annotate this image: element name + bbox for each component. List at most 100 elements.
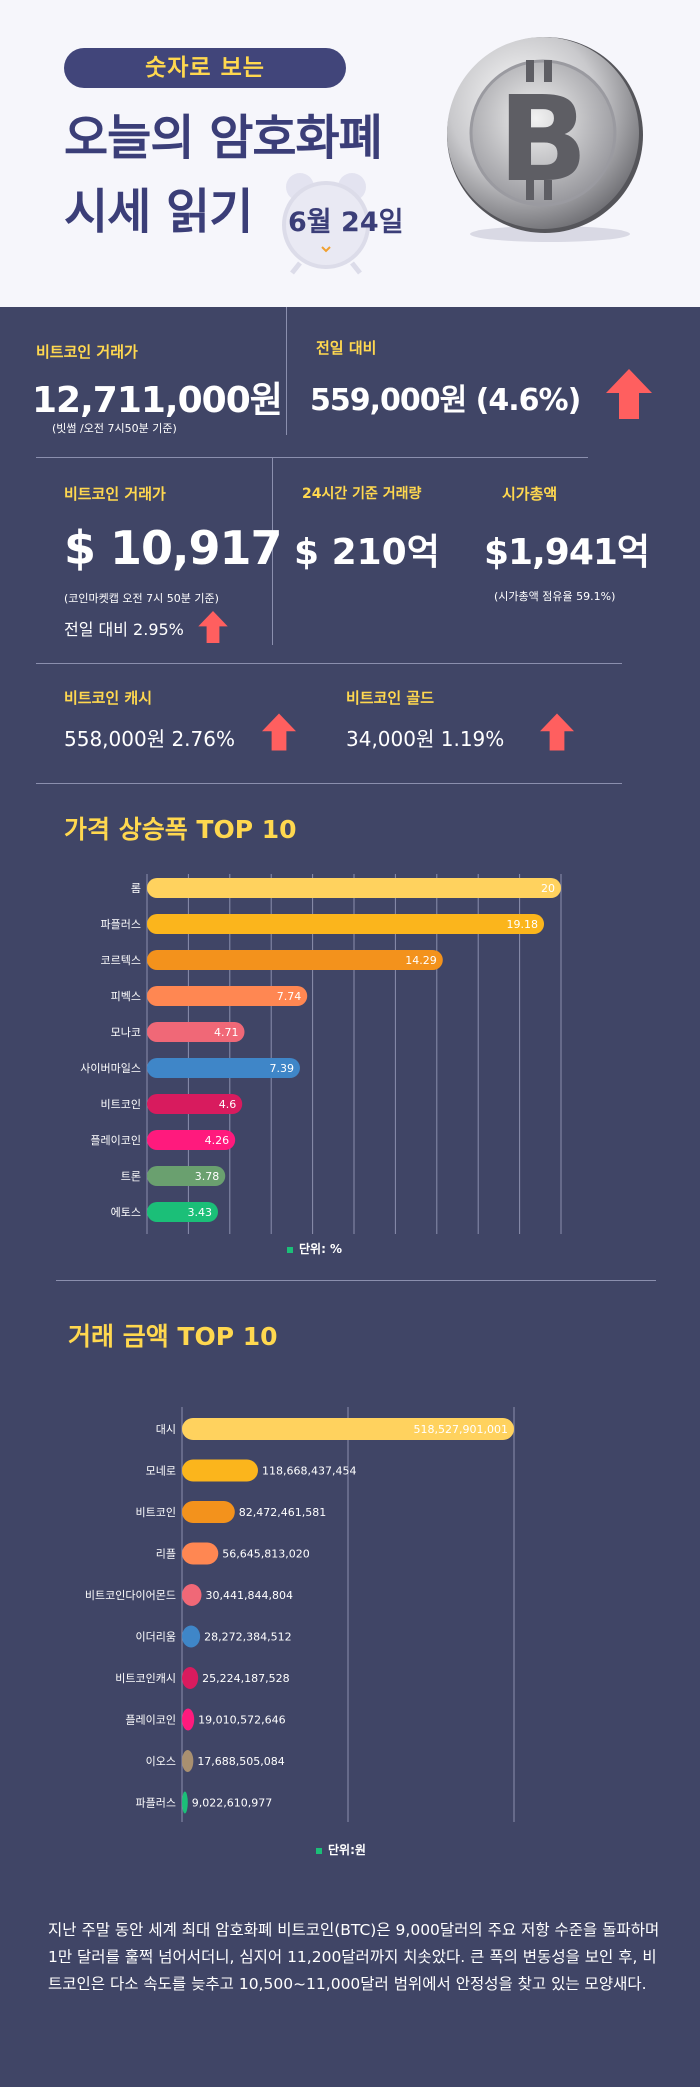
value-label: 7.74 xyxy=(277,990,302,1003)
value-label: 3.43 xyxy=(188,1206,213,1219)
value-label: 17,688,505,084 xyxy=(197,1755,284,1768)
chart-price-rise: 롬 20 파플러스 19.18 코르텍스 14.29 피벡스 7.74 모나코 4.71 사이버마일… xyxy=(80,874,562,1234)
btg-value: 34,000원 1.19% xyxy=(346,727,505,751)
up-arrow-icon xyxy=(606,369,652,419)
volume-value: $ 210억 xyxy=(294,532,440,573)
category-label: 사이버마일스 xyxy=(80,1061,141,1075)
value-label: 118,668,437,454 xyxy=(262,1465,356,1478)
value-label: 25,224,187,528 xyxy=(202,1672,289,1685)
usd-price-note: (코인마켓캡 오전 7시 50분 기준) xyxy=(64,592,219,605)
up-arrow-icon xyxy=(198,611,228,643)
prev-day-label: 전일 대비 xyxy=(316,339,377,357)
bar xyxy=(182,1501,235,1523)
bar xyxy=(182,1584,202,1606)
category-label: 비트코인다이어몬드 xyxy=(85,1589,176,1602)
value-label: 20 xyxy=(541,882,555,895)
btg-label: 비트코인 골드 xyxy=(346,689,435,707)
bar xyxy=(182,1542,219,1565)
value-label: 4.71 xyxy=(214,1026,239,1039)
chart1-title: 가격 상승폭 TOP 10 xyxy=(64,815,297,844)
value-label: 19.18 xyxy=(507,918,539,931)
bar xyxy=(147,1166,226,1186)
bar xyxy=(147,914,545,934)
usd-price-label: 비트코인 거래가 xyxy=(64,485,166,503)
value-label: 518,527,901,001 xyxy=(414,1423,508,1436)
bar xyxy=(182,1791,188,1814)
market-cap-value: $1,941억 xyxy=(484,532,650,573)
category-label: 이더리움 xyxy=(136,1631,176,1644)
category-label: 이오스 xyxy=(146,1755,176,1768)
category-label: 비트코인캐시 xyxy=(115,1672,176,1685)
bitcoin-coin-icon: B xyxy=(447,37,643,242)
market-cap-label: 시가총액 xyxy=(502,485,558,503)
bar xyxy=(182,1708,195,1731)
chart2-legend: 단위:원 xyxy=(316,1841,366,1858)
category-label: 모네로 xyxy=(146,1465,176,1478)
legend-square-icon xyxy=(287,1246,293,1253)
krw-price-label: 비트코인 거래가 xyxy=(36,343,138,361)
category-label: 파플러스 xyxy=(101,918,141,931)
description-text: 지난 주말 동안 세계 최대 암호화폐 비트코인(BTC)은 9,000달러의 … xyxy=(48,1921,660,1993)
svg-text:B: B xyxy=(498,70,588,208)
market-cap-note: (시가총액 점유율 59.1%) xyxy=(494,590,616,603)
chart1-legend: 단위: % xyxy=(287,1240,342,1257)
up-arrow-icon xyxy=(262,713,296,751)
up-arrow-icon xyxy=(540,713,574,751)
value-label: 4.26 xyxy=(205,1134,230,1147)
bar xyxy=(182,1625,201,1648)
bar xyxy=(147,1094,243,1114)
krw-price-note: (빗썸 /오전 7시50분 기준) xyxy=(52,422,177,435)
category-label: 트론 xyxy=(121,1170,141,1183)
page-title-line1: 오늘의 암호화폐 xyxy=(64,110,383,166)
prev-day-value: 559,000원 (4.6%) xyxy=(310,383,581,418)
hero-header: 숫자로 보는 오늘의 암호화폐 시세 읽기 6월 24일 B xyxy=(0,0,700,307)
bar xyxy=(147,1130,236,1150)
category-label: 파플러스 xyxy=(136,1797,176,1810)
value-label: 14.29 xyxy=(405,954,437,967)
category-label: 대시 xyxy=(156,1423,176,1436)
bar xyxy=(182,1459,258,1482)
bch-value: 558,000원 2.76% xyxy=(64,727,235,751)
value-label: 7.39 xyxy=(269,1062,294,1075)
chart2-title: 거래 금액 TOP 10 xyxy=(68,1322,278,1351)
legend-square-icon xyxy=(316,1847,322,1854)
value-label: 30,441,844,804 xyxy=(205,1589,292,1602)
bar xyxy=(147,950,443,970)
category-label: 모나코 xyxy=(111,1026,141,1039)
value-label: 9,022,610,977 xyxy=(192,1797,272,1810)
category-label: 코르텍스 xyxy=(101,954,141,967)
bar xyxy=(182,1667,199,1689)
value-label: 3.78 xyxy=(195,1170,220,1183)
page-title-line2: 시세 읽기 xyxy=(64,184,253,240)
bar xyxy=(147,1058,300,1078)
bar xyxy=(182,1418,514,1440)
krw-price-value: 12,711,000원 xyxy=(32,380,283,421)
bar xyxy=(147,1022,245,1042)
value-label: 19,010,572,646 xyxy=(198,1714,285,1727)
value-label: 82,472,461,581 xyxy=(239,1506,326,1519)
stats-panel: 비트코인 거래가 12,711,000원 (빗썸 /오전 7시50분 기준) 전… xyxy=(0,307,700,2087)
subtitle-pill: 숫자로 보는 xyxy=(64,48,346,88)
category-label: 에토스 xyxy=(111,1206,141,1219)
category-label: 롬 xyxy=(131,882,141,895)
category-label: 비트코인 xyxy=(136,1506,176,1519)
category-label: 비트코인 xyxy=(101,1098,141,1111)
alarm-clock-icon xyxy=(282,173,370,275)
volume-label: 24시간 기준 거래량 xyxy=(302,486,422,502)
bar xyxy=(147,878,561,898)
chart2-unit: 단위:원 xyxy=(328,1843,366,1857)
bar xyxy=(147,986,308,1006)
bar xyxy=(147,1202,219,1222)
value-label: 56,645,813,020 xyxy=(222,1548,309,1561)
category-label: 플레이코인 xyxy=(90,1134,141,1147)
bar xyxy=(182,1750,194,1772)
usd-change-value: 전일 대비 2.95% xyxy=(64,620,184,639)
section-divider xyxy=(56,1280,656,1281)
date-label: 6월 24일 xyxy=(288,207,404,238)
category-label: 피벡스 xyxy=(111,990,141,1003)
chart-trade-amount: 대시 518,527,901,001 모네로 118,668,437,454 비트코인 8… xyxy=(85,1407,515,1822)
usd-price-value: $ 10,917 xyxy=(64,521,283,575)
category-label: 리플 xyxy=(156,1548,176,1561)
chart1-unit: 단위: % xyxy=(299,1242,343,1256)
value-label: 28,272,384,512 xyxy=(204,1631,291,1644)
